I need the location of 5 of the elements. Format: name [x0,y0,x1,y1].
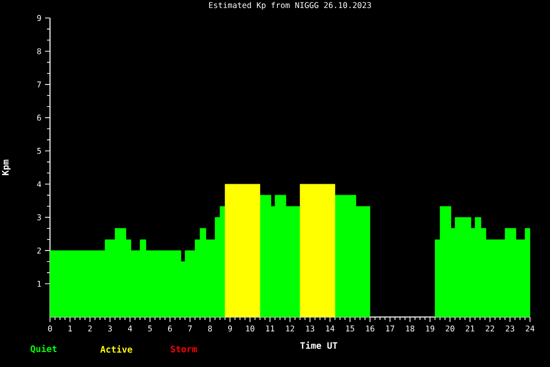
text: Storm [170,346,197,352]
x-axis-title: Time UT [300,341,338,349]
text: Active [100,345,132,353]
y-axis-title: Kpm [2,160,10,176]
text: Quiet [30,344,56,354]
